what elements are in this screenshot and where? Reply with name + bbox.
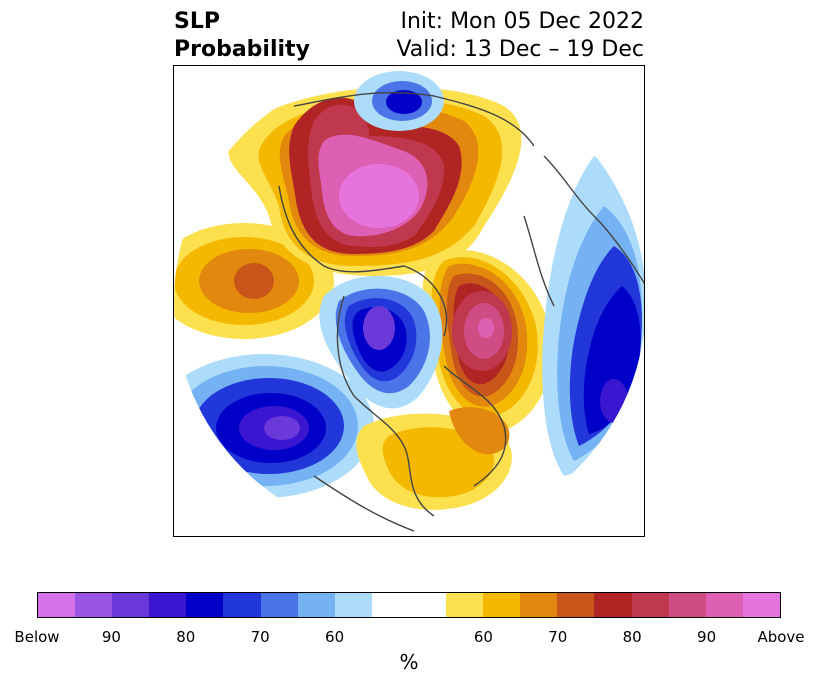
colorbar-cell [186,593,224,617]
map-frame [173,65,645,537]
colorbar-cell [483,593,521,617]
colorbar-tick-label: 90 [101,628,121,646]
colorbar-cell [520,593,558,617]
colorbar-cell [149,593,187,617]
product-label: Probability [174,37,310,62]
colorbar-cell [223,593,261,617]
colorbar-cell [705,593,743,617]
colorbar-cell [334,593,372,617]
colorbar-cell [668,593,706,617]
map-title: SLP Probability [174,8,310,64]
region-canada-arctic-below [319,275,443,409]
colorbar [37,592,781,618]
probability-map [174,66,644,536]
colorbar-tick-label: 70 [250,628,270,646]
colorbar-cell [75,593,113,617]
colorbar-cell [557,593,595,617]
coastlines [278,91,644,532]
variable-label: SLP [174,9,220,34]
region-siberia-arctic-above [228,86,522,276]
colorbar-cell [371,593,409,617]
colorbar-unit: % [399,650,419,674]
colorbar-tick-label: 60 [325,628,345,646]
colorbar-cell [408,593,447,617]
colorbar-cell [297,593,335,617]
colorbar-tick-label: 80 [176,628,196,646]
colorbar-cell [38,593,76,617]
colorbar-tick-label: 60 [473,628,493,646]
colorbar-cell [112,593,150,617]
colorbar-cell [742,593,780,617]
colorbar-cell [446,593,484,617]
colorbar-cell [260,593,298,617]
region-laptev-sea-below [354,71,444,131]
init-date: Init: Mon 05 Dec 2022 [400,9,645,34]
colorbar-tick-label: Above [757,628,805,646]
valid-range: Valid: 13 Dec – 19 Dec [396,37,644,62]
region-north-pacific-above [174,223,334,339]
region-eastern-us-above [356,407,512,510]
colorbar-tick-label: 90 [697,628,717,646]
colorbar-tick-label: 70 [548,628,568,646]
region-north-atlantic-europe-below [542,156,644,476]
colorbar-tick-label: 80 [622,628,642,646]
colorbar-cell [594,593,632,617]
colorbar-cell [631,593,669,617]
colorbar-tick-label: Below [14,628,60,646]
map-dates: Init: Mon 05 Dec 2022 Valid: 13 Dec – 19… [396,8,644,64]
